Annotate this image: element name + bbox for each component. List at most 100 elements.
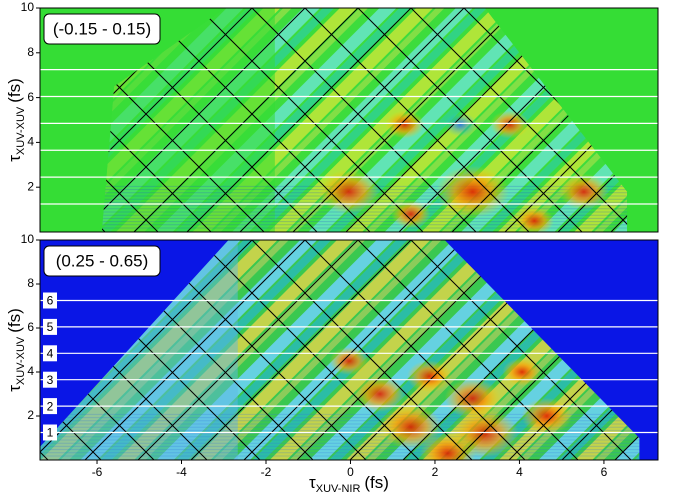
line-label-box: [43, 318, 57, 335]
diagonal: [557, 8, 628, 232]
diagonal: [357, 240, 579, 460]
axis-subscript: XUV-NIR: [316, 483, 361, 495]
axis-unit: (fs): [364, 473, 389, 492]
diagonal: [198, 8, 424, 232]
line-label: 3: [47, 373, 54, 387]
diagonal: [357, 8, 583, 232]
line-label-box: [43, 398, 57, 415]
signal-spot: [443, 112, 478, 137]
y-tick-label: 2: [27, 408, 34, 422]
x-tick-label: -2: [261, 465, 272, 479]
x-tick-label: 2: [432, 465, 439, 479]
diagonal: [292, 8, 518, 232]
x-tick-label: -6: [92, 465, 103, 479]
diagonal: [304, 8, 530, 232]
axis-symbol: τ: [5, 155, 24, 162]
diagonal: [101, 8, 159, 232]
signal-spot: [502, 358, 542, 386]
diagonal: [40, 240, 253, 460]
diagonal: [243, 240, 465, 460]
y-tick-label: 10: [21, 0, 35, 14]
x-tick-label: 6: [601, 465, 608, 479]
line-label: 4: [47, 346, 54, 360]
diagonal: [137, 240, 359, 460]
diagonal: [101, 8, 265, 232]
diagonal: [676, 8, 700, 232]
signal-spot: [380, 405, 442, 449]
diagonal: [664, 8, 700, 232]
axis-symbol: τ: [309, 473, 316, 492]
diagonal: [101, 8, 306, 232]
diagonal: [186, 8, 412, 232]
line-label-box: [43, 424, 57, 441]
y-tick-label: 6: [27, 320, 34, 334]
axis-subscript: XUV-XUV: [15, 336, 27, 385]
line-label: 5: [47, 320, 54, 334]
diagonal: [101, 8, 212, 232]
signal-spot: [406, 360, 452, 393]
line-label-box: [43, 345, 57, 362]
diagonal: [668, 240, 700, 460]
signal-spot: [558, 173, 610, 210]
line-label-box: [43, 292, 57, 309]
signal-spot: [419, 433, 476, 460]
diagonal: [190, 240, 412, 460]
signal-spot: [444, 378, 501, 419]
y-tick-label: 10: [21, 232, 35, 246]
y-tick-label: 4: [27, 135, 34, 149]
line-label: 1: [47, 426, 54, 440]
x-tick-label: 4: [516, 465, 523, 479]
signal-spot: [490, 110, 530, 139]
diagonal: [561, 240, 640, 460]
signal-spot: [514, 206, 555, 232]
y-tick-label: 4: [27, 364, 34, 378]
annotation-box: [43, 13, 161, 45]
diagonal: [133, 8, 359, 232]
axis-label: τXUV-XUV (fs): [5, 308, 26, 392]
signal-region: [40, 240, 640, 460]
diagonal: [296, 240, 518, 460]
heatmap: [40, 8, 700, 232]
heatmap: [40, 240, 700, 460]
line-label: 6: [47, 294, 54, 308]
diagonal: [251, 240, 473, 460]
line-label-box: [43, 371, 57, 388]
axis-symbol: τ: [5, 385, 24, 392]
axis-unit: (fs): [5, 308, 24, 333]
x-tick-label: 0: [347, 465, 354, 479]
signal-spot: [318, 169, 380, 214]
line-label: 2: [47, 399, 54, 413]
diagonal: [145, 8, 371, 232]
diagonal: [84, 240, 306, 460]
diagonal: [198, 240, 420, 460]
diagonal: [40, 240, 102, 460]
diagonal: [251, 8, 477, 232]
annotation-box: [43, 245, 161, 277]
diagonal: [451, 8, 628, 232]
diagonal: [239, 8, 465, 232]
axis-label: τXUV-XUV (fs): [5, 78, 26, 162]
frame: [39, 239, 659, 461]
signal-spot: [521, 398, 572, 434]
diagonal: [410, 8, 628, 232]
diagonal: [676, 240, 700, 460]
signal-spot: [391, 200, 431, 229]
y-tick-label: 8: [27, 45, 34, 59]
signal-spot: [329, 347, 369, 375]
axis-label: τXUV-NIR (fs): [309, 473, 389, 494]
x-tick-label: -4: [176, 465, 187, 479]
signal-spot: [354, 376, 406, 412]
axis-subscript: XUV-XUV: [15, 106, 27, 155]
diagonal: [410, 240, 632, 460]
diagonal: [101, 8, 253, 232]
signal-spot: [436, 165, 509, 218]
y-tick-label: 8: [27, 276, 34, 290]
y-tick-label: 6: [27, 90, 34, 104]
axis-unit: (fs): [5, 78, 24, 103]
frame: [39, 7, 659, 233]
annotation: (-0.15 - 0.15): [53, 19, 151, 38]
y-tick-label: 2: [27, 179, 34, 193]
diagonal: [304, 240, 526, 460]
annotation: (0.25 - 0.65): [56, 251, 149, 270]
